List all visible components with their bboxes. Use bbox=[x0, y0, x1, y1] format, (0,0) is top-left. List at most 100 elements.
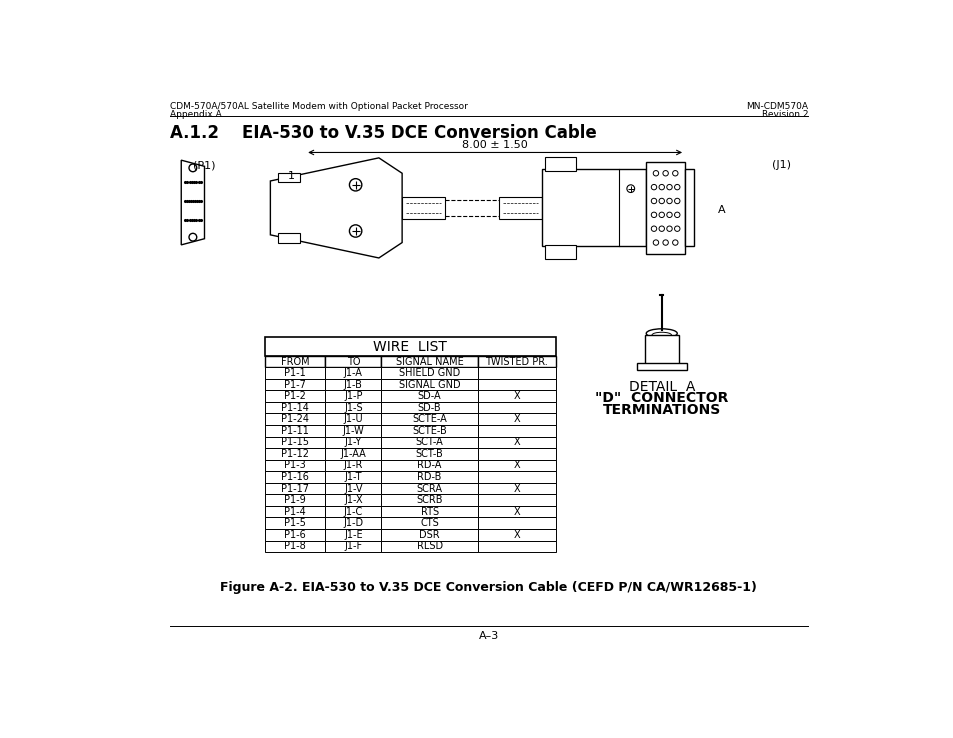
Text: J1-W: J1-W bbox=[342, 426, 364, 436]
Bar bbox=[498, 197, 541, 218]
Text: P1-1: P1-1 bbox=[284, 368, 306, 378]
Circle shape bbox=[651, 199, 656, 204]
Bar bbox=[477, 413, 555, 425]
Bar bbox=[381, 425, 477, 437]
Text: P1-6: P1-6 bbox=[284, 530, 306, 539]
Text: RLSD: RLSD bbox=[416, 542, 442, 551]
Text: J1-V: J1-V bbox=[344, 483, 362, 494]
Text: P1-7: P1-7 bbox=[284, 379, 306, 390]
Text: J1-T: J1-T bbox=[344, 472, 362, 482]
Bar bbox=[325, 540, 381, 552]
Bar bbox=[265, 460, 325, 472]
Bar bbox=[325, 494, 381, 506]
Text: Appendix A: Appendix A bbox=[170, 110, 221, 119]
Text: Revision 2: Revision 2 bbox=[760, 110, 807, 119]
Bar bbox=[265, 337, 555, 356]
Bar bbox=[381, 517, 477, 529]
Text: X: X bbox=[513, 414, 519, 424]
Text: P1-11: P1-11 bbox=[281, 426, 309, 436]
Text: SHIELD GND: SHIELD GND bbox=[398, 368, 459, 378]
Circle shape bbox=[666, 226, 672, 232]
Bar bbox=[477, 368, 555, 379]
Bar bbox=[381, 483, 477, 494]
Bar bbox=[325, 472, 381, 483]
Text: J1-E: J1-E bbox=[344, 530, 362, 539]
Text: WIRE  LIST: WIRE LIST bbox=[373, 339, 447, 354]
Bar bbox=[325, 356, 381, 368]
Bar bbox=[265, 483, 325, 494]
Text: CDM-570A/570AL Satellite Modem with Optional Packet Processor: CDM-570A/570AL Satellite Modem with Opti… bbox=[170, 103, 467, 111]
Text: P1-3: P1-3 bbox=[284, 461, 306, 471]
Bar bbox=[381, 356, 477, 368]
Bar bbox=[325, 448, 381, 460]
Circle shape bbox=[674, 226, 679, 232]
Circle shape bbox=[662, 240, 668, 245]
Bar bbox=[477, 483, 555, 494]
Bar bbox=[684, 170, 694, 246]
Bar bbox=[265, 379, 325, 390]
Bar bbox=[325, 402, 381, 413]
Bar bbox=[381, 529, 477, 540]
Text: J1-U: J1-U bbox=[343, 414, 363, 424]
Text: P1-16: P1-16 bbox=[281, 472, 309, 482]
Polygon shape bbox=[181, 160, 204, 245]
Text: J1-S: J1-S bbox=[344, 403, 362, 413]
Bar bbox=[265, 402, 325, 413]
Text: J1-Y: J1-Y bbox=[344, 438, 361, 447]
Bar bbox=[381, 368, 477, 379]
Circle shape bbox=[674, 184, 679, 190]
Bar bbox=[644, 335, 679, 365]
Text: X: X bbox=[513, 438, 519, 447]
Text: CTS: CTS bbox=[420, 518, 438, 528]
Circle shape bbox=[349, 179, 361, 191]
Bar bbox=[381, 437, 477, 448]
Circle shape bbox=[672, 170, 678, 176]
Text: P1-4: P1-4 bbox=[284, 507, 306, 517]
Text: Figure A-2. EIA-530 to V.35 DCE Conversion Cable (CEFD P/N CA/WR12685-1): Figure A-2. EIA-530 to V.35 DCE Conversi… bbox=[220, 581, 757, 594]
Text: A–3: A–3 bbox=[478, 631, 498, 641]
Text: X: X bbox=[513, 483, 519, 494]
Text: A: A bbox=[718, 205, 725, 215]
Bar bbox=[265, 494, 325, 506]
Bar bbox=[381, 413, 477, 425]
Bar bbox=[477, 517, 555, 529]
Ellipse shape bbox=[652, 332, 671, 338]
Bar bbox=[265, 517, 325, 529]
Polygon shape bbox=[270, 158, 402, 258]
Bar bbox=[325, 413, 381, 425]
Text: TO: TO bbox=[346, 356, 359, 367]
Bar bbox=[325, 506, 381, 517]
Text: (J1): (J1) bbox=[772, 160, 791, 170]
Bar bbox=[381, 540, 477, 552]
Text: J1-C: J1-C bbox=[343, 507, 362, 517]
Text: J1-R: J1-R bbox=[343, 461, 362, 471]
Text: RD-B: RD-B bbox=[417, 472, 441, 482]
Bar bbox=[645, 162, 684, 254]
Bar bbox=[477, 437, 555, 448]
Bar bbox=[477, 494, 555, 506]
Bar bbox=[477, 448, 555, 460]
Bar bbox=[265, 390, 325, 402]
Text: J1-A: J1-A bbox=[343, 368, 362, 378]
Circle shape bbox=[666, 199, 672, 204]
Bar bbox=[381, 390, 477, 402]
Text: SD-A: SD-A bbox=[417, 391, 441, 401]
Text: P1-2: P1-2 bbox=[284, 391, 306, 401]
Text: MN-CDM570A: MN-CDM570A bbox=[745, 103, 807, 111]
Circle shape bbox=[653, 170, 658, 176]
Text: SCTE-B: SCTE-B bbox=[412, 426, 447, 436]
Text: X: X bbox=[513, 391, 519, 401]
Bar bbox=[381, 506, 477, 517]
Bar bbox=[325, 483, 381, 494]
Circle shape bbox=[659, 226, 664, 232]
Text: DETAIL  A: DETAIL A bbox=[628, 379, 694, 393]
Bar bbox=[637, 362, 686, 370]
Text: SCT-A: SCT-A bbox=[416, 438, 443, 447]
Circle shape bbox=[666, 184, 672, 190]
Text: J1-D: J1-D bbox=[343, 518, 363, 528]
Circle shape bbox=[666, 212, 672, 218]
Bar bbox=[265, 425, 325, 437]
Bar bbox=[325, 390, 381, 402]
Text: X: X bbox=[513, 507, 519, 517]
Bar bbox=[325, 368, 381, 379]
